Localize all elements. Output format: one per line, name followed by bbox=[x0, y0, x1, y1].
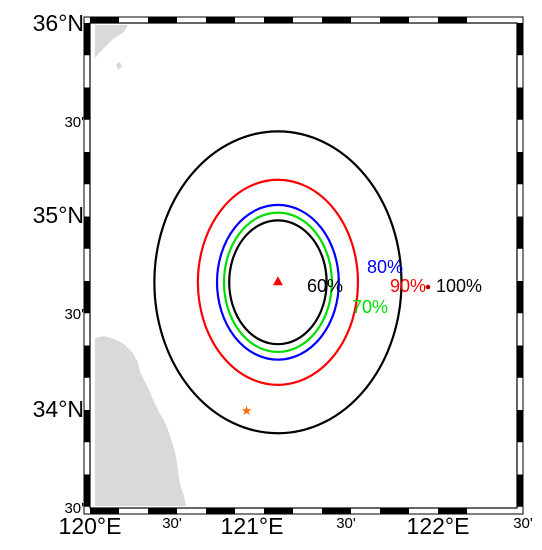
frame-segment-left bbox=[84, 281, 90, 314]
frame-segment-right bbox=[517, 216, 523, 249]
frame-segment-right bbox=[517, 152, 523, 185]
frame-segment-top bbox=[264, 17, 293, 23]
land-north-coast bbox=[95, 25, 128, 58]
frame-segment-bottom bbox=[264, 508, 293, 514]
frame-segment-bottom bbox=[206, 508, 235, 514]
lon-label-122-30: 30' bbox=[513, 515, 533, 532]
frame-segment-top bbox=[438, 17, 467, 23]
lat-label-34-30: 30' bbox=[64, 306, 84, 323]
lat-label-35-30: 30' bbox=[64, 114, 84, 131]
map-frame bbox=[83, 16, 524, 515]
frame-segment-right bbox=[517, 410, 523, 443]
frame-segment-bottom bbox=[380, 508, 409, 514]
frame-segment-left bbox=[84, 410, 90, 443]
orange-star-icon: ★ bbox=[241, 404, 253, 419]
red-dot-marker bbox=[425, 284, 431, 290]
lon-label-120e: 120°E bbox=[59, 513, 122, 539]
land bbox=[95, 25, 186, 506]
lon-label-122e: 122°E bbox=[407, 513, 470, 539]
ring-90-percent bbox=[196, 178, 360, 386]
frame-segment-left bbox=[84, 87, 90, 120]
frame-segment-right bbox=[517, 345, 523, 378]
ring-80-percent bbox=[215, 203, 340, 361]
frame-segment-bottom bbox=[90, 508, 119, 514]
ring-label-60: 60% bbox=[307, 276, 343, 296]
lat-label-35n: 35°N bbox=[33, 202, 84, 228]
frame-outer bbox=[83, 16, 524, 515]
frame-inner bbox=[89, 22, 518, 509]
frame-segment-left bbox=[84, 345, 90, 378]
frame-segment-bottom bbox=[148, 508, 177, 514]
axis-labels: 36°N 30' 35°N 30' 34°N 30' 120°E 30' 121… bbox=[33, 10, 533, 539]
frame-segment-top bbox=[380, 17, 409, 23]
frame-segment-top bbox=[206, 17, 235, 23]
lon-label-121-30: 30' bbox=[336, 515, 356, 532]
frame-segment-bottom bbox=[322, 508, 351, 514]
center-triangle-icon bbox=[272, 276, 283, 286]
frame-segment-right bbox=[517, 474, 523, 507]
lat-label-36n: 36°N bbox=[33, 10, 84, 36]
lat-label-33-30: 30' bbox=[64, 500, 84, 517]
frame-segment-left bbox=[84, 474, 90, 507]
land-island bbox=[116, 62, 122, 70]
frame-segment-left bbox=[84, 216, 90, 249]
frame-segment-top bbox=[148, 17, 177, 23]
frame-segment-right bbox=[517, 281, 523, 314]
ring-label-80: 80% bbox=[367, 257, 403, 277]
ring-60-percent bbox=[228, 219, 328, 346]
ring-label-70: 70% bbox=[352, 297, 388, 317]
lon-label-121e: 121°E bbox=[221, 513, 284, 539]
ring-100-percent bbox=[153, 130, 403, 435]
ring-label-90: 90% bbox=[390, 276, 426, 296]
frame-segment-top bbox=[90, 17, 119, 23]
probability-rings bbox=[153, 130, 403, 435]
frame-segment-left bbox=[84, 152, 90, 185]
ring-label-100: 100% bbox=[436, 276, 482, 296]
frame-segment-right bbox=[517, 23, 523, 56]
ring-70-percent bbox=[222, 211, 333, 354]
lon-label-120-30: 30' bbox=[162, 515, 182, 532]
land-southwest-coast bbox=[95, 336, 186, 506]
frame-segment-bottom bbox=[438, 508, 467, 514]
lat-label-34n: 34°N bbox=[33, 396, 84, 422]
frame-segment-left bbox=[84, 23, 90, 56]
frame-segment-top bbox=[322, 17, 351, 23]
frame-segment-right bbox=[517, 87, 523, 120]
